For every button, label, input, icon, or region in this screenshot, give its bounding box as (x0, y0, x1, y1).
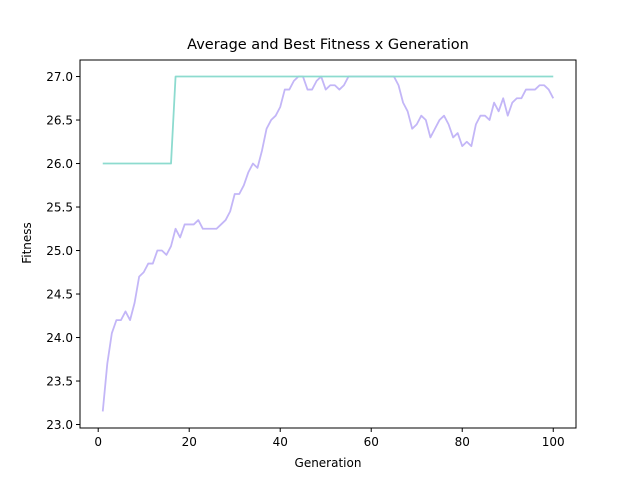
x-tick-label: 80 (455, 435, 470, 449)
x-tick-label: 100 (542, 435, 565, 449)
y-tick-label: 23.0 (46, 418, 73, 432)
chart-title: Average and Best Fitness x Generation (187, 37, 469, 53)
x-axis-ticks: 0 20 40 60 80 100 (94, 428, 565, 449)
y-tick-label: 24.0 (46, 331, 73, 345)
x-tick-label: 40 (273, 435, 288, 449)
plot-area (101, 75, 555, 412)
y-tick-label: 25.0 (46, 244, 73, 258)
best-fitness-line (102, 75, 554, 165)
y-tick-label: 26.5 (46, 114, 73, 128)
x-tick-label: 0 (94, 435, 102, 449)
y-tick-label: 23.5 (46, 375, 73, 389)
y-tick-label: 25.5 (46, 201, 73, 215)
y-tick-label: 27.0 (46, 70, 73, 84)
average-fitness-line (101, 75, 555, 412)
x-axis-label: Generation (295, 456, 362, 470)
axes-frame (79, 59, 577, 429)
y-tick-label: 26.0 (46, 157, 73, 171)
y-tick-label: 24.5 (46, 288, 73, 302)
y-axis-ticks: 23.0 23.5 24.0 24.5 25.0 25.5 26.0 26.5 27.0 (46, 70, 80, 432)
y-axis-label: Fitness (20, 222, 34, 264)
x-tick-label: 60 (364, 435, 379, 449)
x-tick-label: 20 (182, 435, 197, 449)
